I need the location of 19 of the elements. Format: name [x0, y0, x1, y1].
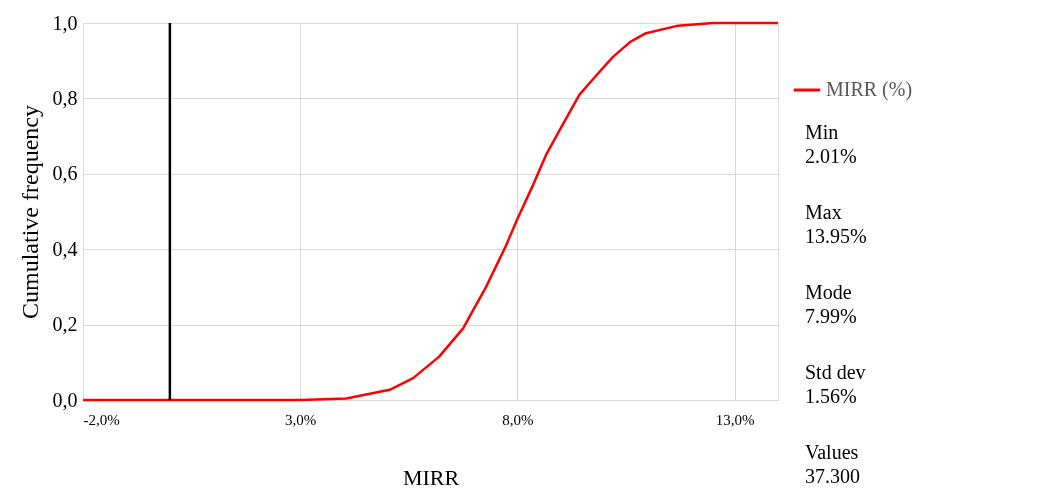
x-tick-label: 8,0% — [502, 411, 534, 428]
legend-label: MIRR (%) — [826, 78, 913, 101]
line-series — [81, 21, 780, 402]
y-tick-label: 0,0 — [52, 388, 78, 411]
x-axis-title: MIRR — [402, 464, 460, 490]
text: Min 2.01% — [805, 121, 857, 167]
y-tick-label: 0,2 — [52, 313, 78, 336]
text: Values 37.300 — [805, 441, 860, 487]
text: Mode 7.99% — [805, 281, 857, 327]
y-axis-title: Cumulative frequency — [16, 105, 43, 319]
y-tick-label: 0,6 — [52, 162, 78, 185]
y-tick-label: 0,8 — [52, 86, 78, 109]
y-tick-label: 1,0 — [52, 11, 78, 34]
text: Max 13.95% — [805, 201, 867, 247]
text: Std dev 1.56% — [805, 361, 866, 407]
x-tick-label: -2,0% — [83, 411, 120, 428]
x-tick-label: 3,0% — [285, 411, 317, 428]
y-tick-label: 0,4 — [52, 237, 78, 260]
x-tick-label: 13,0% — [715, 411, 755, 428]
